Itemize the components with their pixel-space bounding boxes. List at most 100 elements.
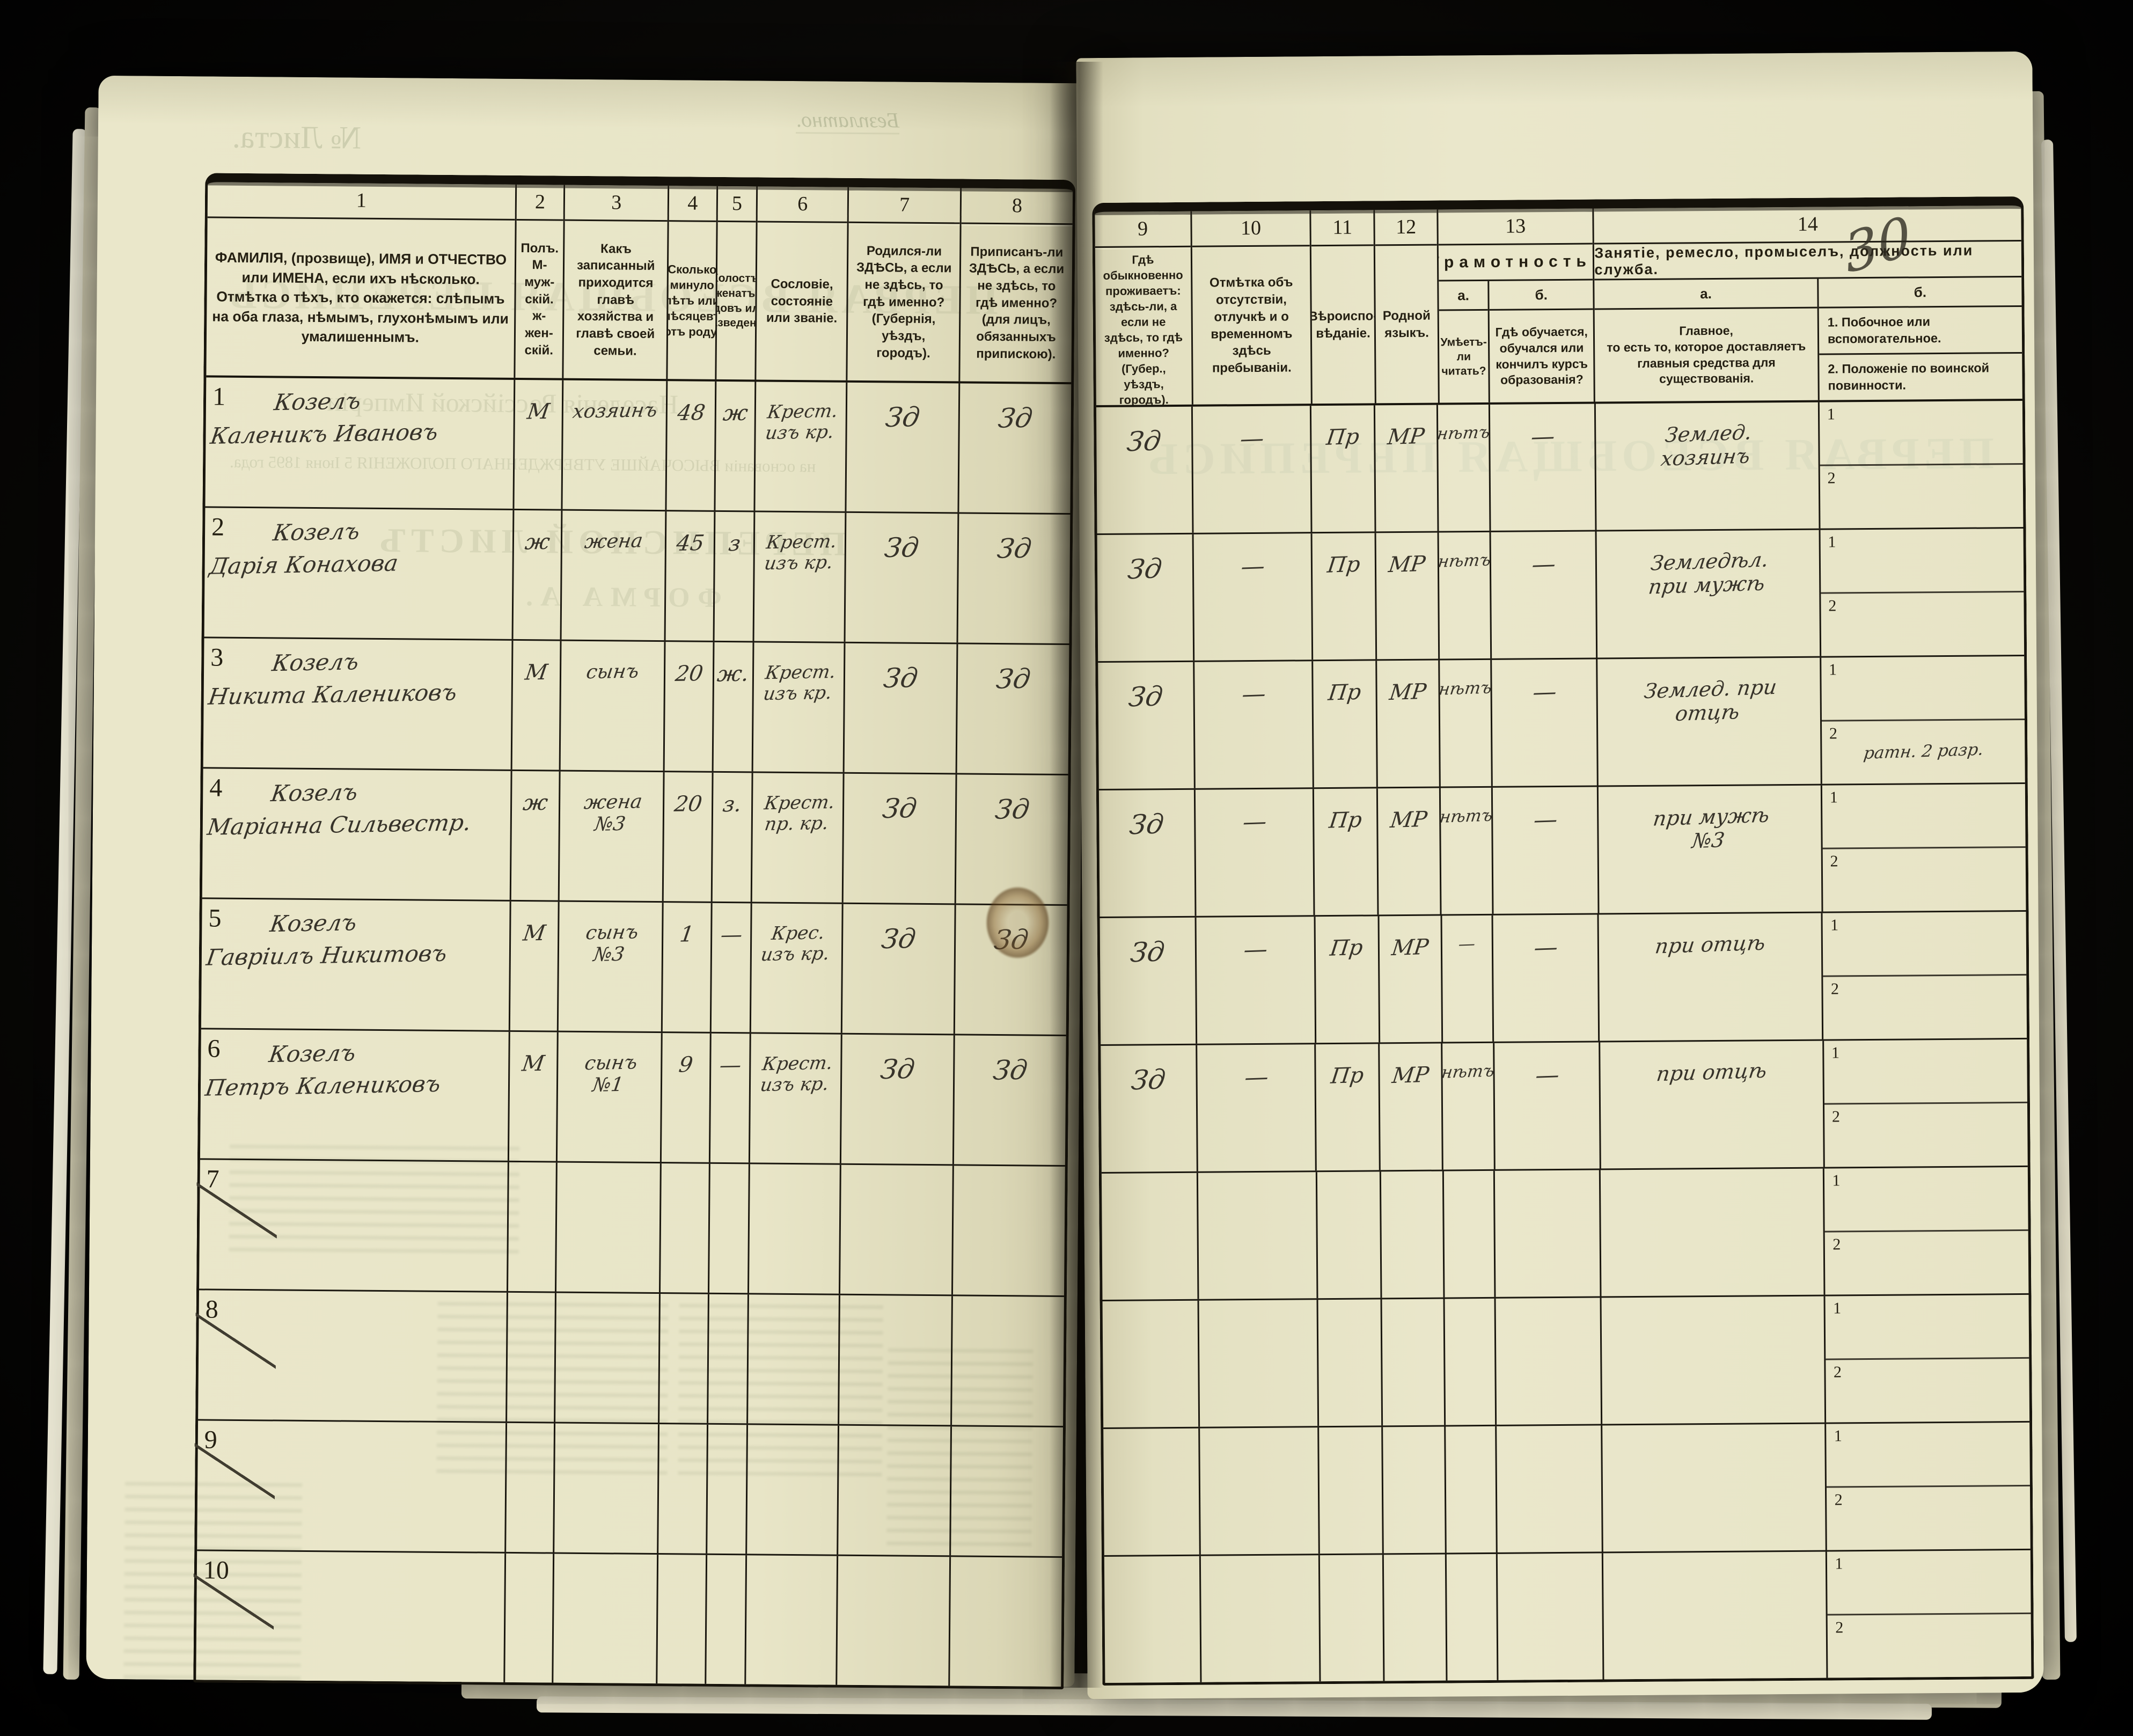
surname-handwriting: Козелъ (268, 909, 358, 937)
given-name-handwriting (203, 1427, 506, 1433)
military-status-number: 2 (1828, 597, 1837, 615)
census-table-left: 1 ФАМИЛІЯ, (прозвище), ИМЯ и ОТЧЕСТВО или… (193, 173, 1076, 1690)
ghost-free-stamp: Безплатно. (795, 107, 900, 135)
residence-entry: Зд (1126, 553, 1164, 585)
relation-entry: сынъ №3 (584, 921, 640, 966)
side-occupation-number: 1 (1831, 1044, 1840, 1062)
surname-handwriting (268, 1168, 508, 1172)
military-status-number: 2 (1831, 1108, 1841, 1126)
column-number: 12 (1375, 209, 1437, 246)
literacy-entry: — (1457, 934, 1477, 954)
column-heading: Сколько минуло лѣтъ или мѣсяцевъ отъ род… (668, 262, 718, 339)
table-row: 7 (199, 1160, 1065, 1298)
language-entry: МР (1390, 934, 1430, 961)
registration-entry: Зд (995, 532, 1034, 565)
occupation-main-entry: Землед. хозяинъ (1659, 420, 1754, 471)
subcolumn-label: а. (1439, 281, 1488, 311)
military-status-number: 2 (1830, 852, 1838, 870)
column-heading: Холостъ, женатъ, вдовъ или разведенъ. (716, 272, 758, 329)
column-number: 6 (757, 186, 848, 223)
table-row: Зд — Пр МР нѣтъ — Землед. при отцѣ 1 (1098, 656, 2025, 790)
age-entry: 1 (678, 922, 696, 947)
education-entry: — (1529, 422, 1556, 451)
table-row: Зд — Пр МР нѣтъ — Землед. хозяинъ 1 (1096, 400, 2024, 536)
sex-entry: М (521, 920, 547, 946)
religion-entry: Пр (1329, 935, 1365, 961)
literacy-entry: нѣтъ (1438, 678, 1493, 699)
residence-entry: Зд (1127, 680, 1165, 713)
side-occupation-number: 1 (1828, 533, 1836, 551)
side-occupation-number: 1 (1830, 916, 1839, 934)
surname-handwriting (266, 1429, 506, 1433)
right-table-body: Зд — Пр МР нѣтъ — Землед. хозяинъ 1 (1096, 400, 2032, 1683)
surname-handwriting: Козелъ (269, 779, 360, 807)
military-status-number: 2 (1835, 1618, 1844, 1637)
language-entry: МР (1386, 423, 1426, 450)
residence-entry: Зд (1130, 1064, 1168, 1096)
surname-handwriting: Козелъ (267, 1039, 358, 1068)
marital-entry: ж. (716, 661, 751, 687)
estate-entry: Крест. изъ кр. (758, 1052, 834, 1096)
row-number: 7 (206, 1164, 219, 1193)
relation-entry: жена №3 (582, 790, 644, 836)
occupation-main-entry: при мужѣ №3 (1652, 803, 1771, 853)
residence-entry: Зд (1127, 808, 1166, 841)
marital-entry: з (727, 531, 742, 556)
side-occupation-number: 1 (1828, 661, 1837, 679)
estate-entry: Крест. изъ кр. (764, 400, 839, 444)
side-occupation-heading: 1. Побочное или вспомогательное. (1819, 306, 2022, 355)
sex-entry: ж (521, 790, 549, 816)
sex-entry: М (521, 1051, 546, 1076)
column-heading: Гдѣ обыкновенно проживаетъ: здѣсь-ли, а … (1103, 253, 1183, 406)
column-number: 2 (516, 184, 564, 221)
row-number: 3 (210, 643, 224, 672)
estate-entry: Крес. изъ кр. (759, 922, 831, 966)
row-number: 6 (207, 1034, 221, 1063)
military-status-heading: 2. Положеніе по воинской повинности. (1828, 361, 1990, 393)
left-page: Безплатно. № Листа. ПЕРВАЯ ВСЕОБЩАЯ ПЕРЕ… (86, 75, 1087, 1690)
given-name-handwriting (205, 1167, 508, 1173)
education-entry: — (1534, 1061, 1560, 1089)
language-entry: МР (1387, 551, 1427, 578)
subcolumn-label: б. (1489, 280, 1594, 311)
literacy-group-label: Грамотность. (1438, 244, 1595, 282)
left-table-body: 1 Козелъ Каленикъ Ивановъ М хозяинъ 48 ж… (196, 377, 1072, 1687)
sex-entry: М (525, 399, 552, 424)
column-heading: Какъ записанный приходится главѣ хозяйст… (576, 241, 655, 358)
military-status-number: 2 (1833, 1235, 1841, 1254)
census-table-right: 9 Гдѣ обыкновенно проживаетъ: здѣсь-ли, а… (1092, 196, 2034, 1686)
religion-entry: Пр (1325, 424, 1361, 450)
row-number: 4 (209, 773, 223, 802)
occupation-main-entry: при отцѣ (1655, 1058, 1768, 1086)
absence-entry: — (1243, 1063, 1270, 1092)
column-number: 4 (669, 186, 716, 222)
table-row: 1 2 (1103, 1422, 2031, 1557)
religion-entry: Пр (1325, 552, 1362, 578)
table-row: 9 (197, 1420, 1064, 1558)
religion-entry: Пр (1326, 679, 1363, 706)
column-heading: ФАМИЛІЯ, (прозвище), ИМЯ и ОТЧЕСТВО или … (212, 249, 509, 346)
row-number: 10 (203, 1556, 230, 1585)
side-occupation-number: 1 (1829, 788, 1838, 807)
relation-entry: сынъ (585, 660, 641, 684)
column-number: 10 (1192, 210, 1310, 247)
column-number: 5 (717, 186, 757, 223)
birthplace-entry: Зд (882, 662, 920, 694)
column-number: 14 (1594, 205, 2021, 245)
education-entry: — (1531, 805, 1558, 834)
side-occupation-number: 1 (1835, 1555, 1843, 1573)
age-entry: 20 (673, 661, 705, 686)
column-number: 7 (848, 187, 961, 224)
religion-entry: Пр (1329, 1063, 1366, 1089)
education-entry: — (1532, 933, 1559, 962)
given-name-handwriting: Гавріилъ Никитовъ (204, 940, 449, 971)
language-entry: МР (1390, 1062, 1431, 1089)
column-number: 8 (961, 188, 1073, 225)
table-row: 6 Козелъ Петръ Калениковъ М сынъ №1 9 — … (200, 1029, 1066, 1167)
marital-entry: — (717, 1052, 743, 1078)
column-heading: Отмѣтка объ отсутствіи, отлучкѣ и о врем… (1209, 275, 1293, 376)
side-occupation-number: 1 (1827, 405, 1835, 423)
sex-entry: М (523, 660, 549, 685)
religion-entry: Пр (1328, 807, 1364, 833)
given-name-handwriting: Каленикъ Ивановъ (209, 419, 440, 450)
